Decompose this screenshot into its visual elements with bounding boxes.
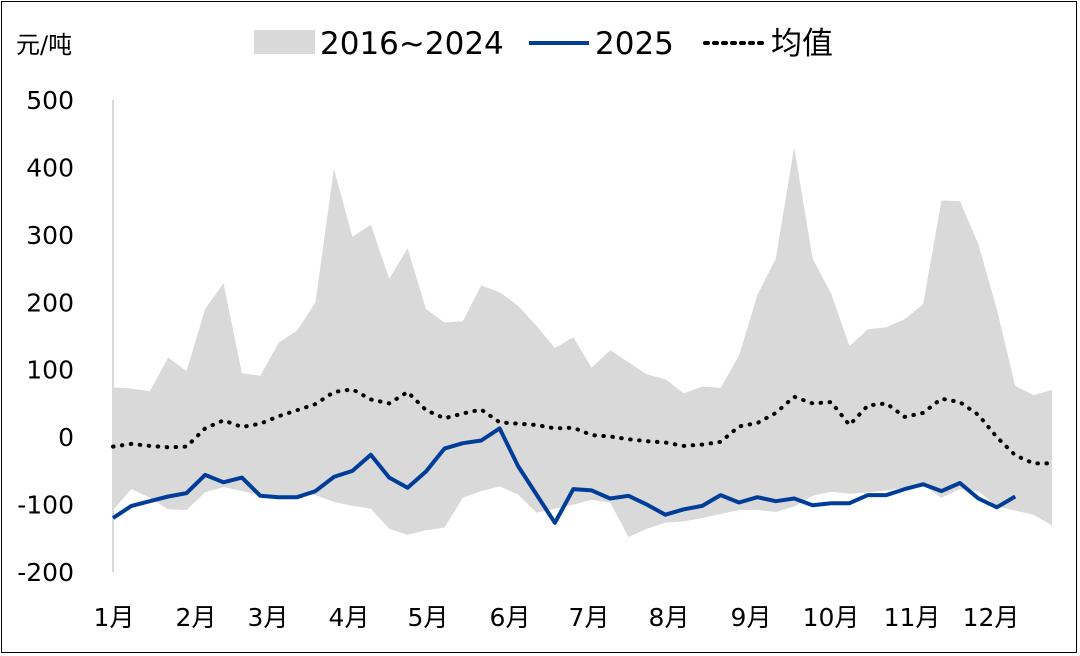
y-tick-label: 200 [26,288,74,317]
legend-label-2025: 2025 [595,26,674,62]
x-tick-label: 11月 [884,603,941,632]
x-tick-label: 5月 [408,603,449,632]
x-tick-label: 6月 [490,603,531,632]
legend: 2016~2024 2025 均值 [254,26,833,62]
y-tick-labels: 500 400 300 200 100 0 -100 -200 [17,86,74,587]
y-tick-label: 0 [58,423,74,452]
y-tick-label: -100 [17,491,74,520]
y-tick-label: -200 [17,558,74,587]
x-tick-label: 9月 [731,603,772,632]
x-tick-label: 3月 [248,603,289,632]
line-layer [111,387,1054,525]
legend-swatch-band [254,30,315,54]
x-tick-label: 10月 [803,603,860,632]
legend-label-mean: 均值 [771,26,833,62]
y-unit-label: 元/吨 [16,31,72,59]
x-tick-label: 12月 [963,603,1020,632]
y-tick-label: 400 [26,153,74,182]
x-tick-labels: 1月 2月 3月 4月 5月 6月 7月 8月 9月 10月 11月 12月 [94,603,1020,632]
x-tick-label: 4月 [329,603,370,632]
y-tick-label: 300 [26,221,74,250]
x-tick-label: 8月 [649,603,690,632]
x-tick-label: 2月 [176,603,217,632]
y-tick-label: 500 [26,86,74,115]
x-tick-label: 7月 [569,603,610,632]
y-tick-label: 100 [26,356,74,385]
x-tick-label: 1月 [94,603,135,632]
legend-label-band: 2016~2024 [320,26,504,62]
band-layer [113,147,1052,537]
range-band-2016-2024 [113,147,1052,537]
axis-layer [112,100,1052,572]
series-2025-line [111,426,1017,525]
